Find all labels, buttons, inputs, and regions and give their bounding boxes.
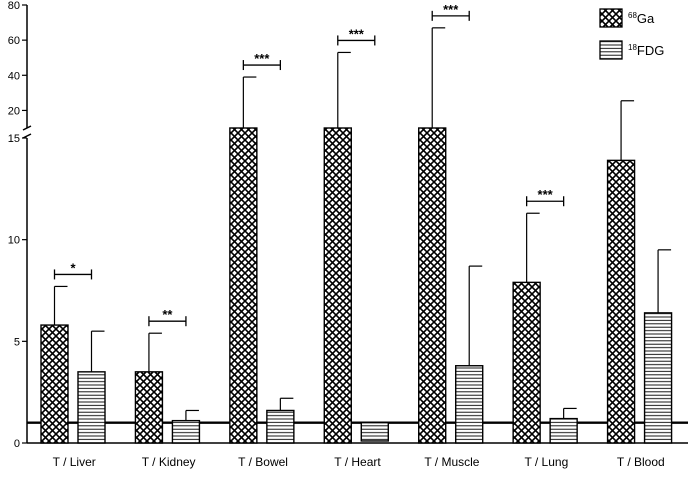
y-upper-tick-label: 80 xyxy=(8,0,20,12)
bar-68ga xyxy=(229,127,258,444)
bar-18fdg xyxy=(77,371,106,444)
x-tick-label: T / Lung xyxy=(524,455,568,469)
y-lower-tick-label: 10 xyxy=(8,235,20,247)
bar-68ga xyxy=(40,324,69,444)
significance-label: *** xyxy=(443,2,459,17)
bar-18fdg xyxy=(171,419,201,444)
bar-18fdg xyxy=(266,409,295,444)
y-upper-tick-label: 20 xyxy=(8,105,20,117)
legend: 68Ga 18FDG xyxy=(599,8,664,60)
legend-label-68ga: 68Ga xyxy=(628,11,655,26)
y-upper-tick-label: 60 xyxy=(8,35,20,47)
bars xyxy=(40,27,673,444)
bar-68ga xyxy=(323,127,352,444)
bar-68ga xyxy=(606,159,636,444)
y-upper-tick-label: 40 xyxy=(8,70,20,82)
x-tick-label: T / Muscle xyxy=(424,455,479,469)
x-tick-label: T / Blood xyxy=(617,455,665,469)
bar-18fdg xyxy=(549,417,578,444)
x-tick-label: T / Kidney xyxy=(142,455,196,469)
y-lower-tick-label: 0 xyxy=(14,438,20,450)
bar-18fdg xyxy=(643,312,673,444)
y-lower-tick-label: 15 xyxy=(8,133,20,145)
legend-label-18fdg: 18FDG xyxy=(628,43,664,58)
x-tick-label: T / Liver xyxy=(53,455,96,469)
significance-label: * xyxy=(70,260,76,275)
significance-markers: *************** xyxy=(53,2,565,327)
axis-break-mark xyxy=(22,125,32,131)
y-lower-tick-label: 5 xyxy=(14,336,20,348)
bar-68ga xyxy=(134,371,164,444)
bar-18fdg xyxy=(360,421,389,442)
x-tick-label: T / Heart xyxy=(334,455,381,469)
bar-68ga xyxy=(512,281,541,444)
significance-label: *** xyxy=(538,187,554,202)
significance-label: *** xyxy=(349,26,365,41)
bar-68ga xyxy=(418,127,447,444)
x-tick-label: T / Bowel xyxy=(238,455,288,469)
legend-swatch-18fdg xyxy=(599,40,623,60)
legend-swatch-68ga xyxy=(599,8,623,28)
bar-18fdg xyxy=(455,365,484,444)
significance-label: *** xyxy=(254,51,270,66)
axis-break-mark xyxy=(22,133,32,139)
significance-label: ** xyxy=(162,307,173,322)
